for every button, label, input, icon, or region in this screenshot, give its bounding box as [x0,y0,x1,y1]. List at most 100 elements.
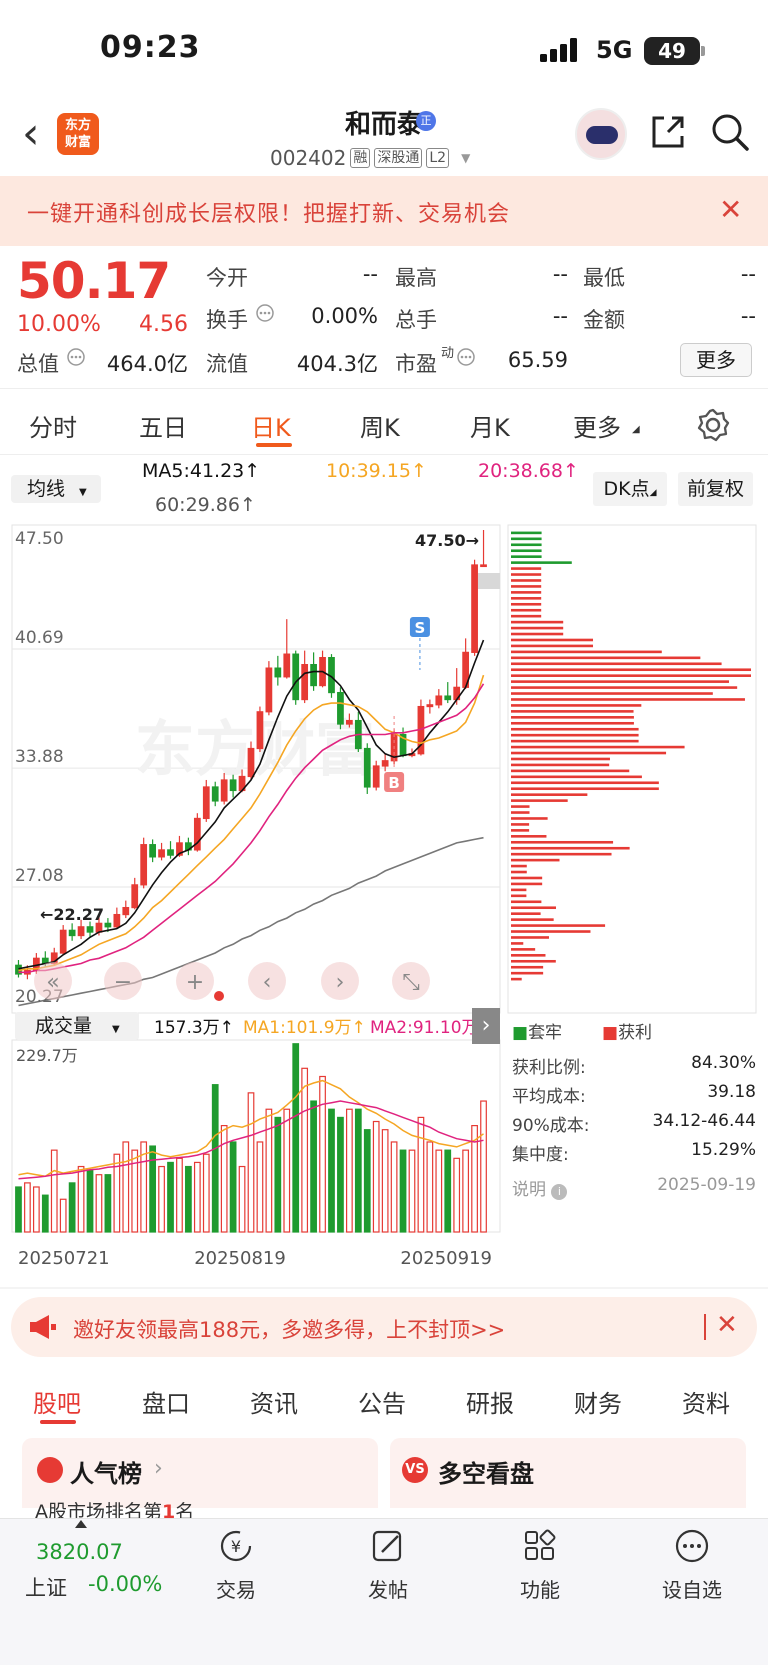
ma20-value: 20:38.68 [478,460,563,482]
nav-trade[interactable]: ¥ 交易 [186,1528,286,1603]
back-arrow-icon[interactable]: ‹ [22,108,40,159]
caret-up-icon[interactable] [75,1520,87,1528]
nav-post[interactable]: 发帖 [338,1528,438,1603]
volume-bar [59,1198,67,1233]
volume-bar [32,1186,40,1233]
volume-bar [354,1108,362,1233]
volume-bar [292,1043,300,1233]
close-icon[interactable]: ✕ [716,1310,738,1340]
volume-bar [158,1165,165,1233]
tab-profile[interactable]: 资料 [682,1390,730,1418]
info-dots-icon[interactable] [457,348,475,366]
chip-bar [511,858,560,862]
chevron-right-icon[interactable]: › [154,1456,163,1481]
search-icon[interactable] [710,112,750,152]
promo-text[interactable]: 一键开通科创成长层权限！把握打新、交易机会 [27,202,511,227]
volume-bar [301,1067,309,1233]
volume-max-label: 229.7万 [16,1046,78,1065]
chip-bar [511,727,639,731]
legend-trapped: ■套牢 [512,1018,562,1043]
chip-bar [511,829,530,832]
fullscreen-icon[interactable]: ⤡ [392,962,430,1000]
index-name[interactable]: 上证 [25,1576,67,1600]
chip-bar [511,632,564,636]
info-dots-icon[interactable] [256,304,274,322]
tab-intraday[interactable]: 分时 [29,414,77,442]
promo-banner[interactable] [0,176,768,246]
chip-bar [511,608,542,612]
candle-body-fill [346,720,353,725]
logo-line-2: 财富 [64,135,91,150]
tab-news[interactable]: 资讯 [250,1390,298,1418]
volume-bar [140,1141,148,1233]
chart-bars-icon [37,1457,63,1483]
chip-bar [511,638,594,642]
chip-stat-value: 15.29% [691,1140,756,1160]
gear-icon[interactable] [695,407,731,443]
rewind-icon[interactable]: « [34,962,72,1000]
chevron-left-icon[interactable]: ‹ [248,962,286,1000]
tab-pankou[interactable]: 盘口 [142,1390,190,1418]
chip-bar [511,882,543,886]
ma20-line [18,683,485,974]
chip-panel-frame [507,524,757,1014]
ma10-value: 10:39.15 [326,460,411,482]
date-axis-label: 20250819 [194,1248,286,1269]
tab-day-k[interactable]: 日K [251,414,291,442]
tab-more[interactable]: 更多 [573,414,621,442]
info-dots-icon[interactable] [67,348,85,366]
chip-bar [511,656,701,660]
index-value[interactable]: 3820.07 [36,1540,123,1564]
zoom-in-icon[interactable]: + [176,962,214,1000]
stock-sub-row[interactable]: 002402 融 深股通 L2 ▼ [270,146,470,170]
more-button[interactable]: 更多 [680,343,752,377]
invite-banner[interactable] [11,1297,757,1357]
legend-trapped-swatch: ■ [512,1023,529,1043]
kline-chart[interactable]: 东方财富 47.5040.6933.8827.0820.2747.50→←22.… [0,520,768,1270]
chip-bar [511,971,544,975]
nav-add-watchlist[interactable]: 设自选 [642,1528,742,1603]
quote-label: 流值 [206,352,248,376]
nav-functions[interactable]: 功能 [490,1528,590,1603]
volume-bar [247,1092,255,1233]
sell-signal-label: S [415,619,426,637]
volume-bar [408,1149,416,1233]
share-icon[interactable] [648,112,688,152]
chevron-down-icon[interactable]: ▼ [461,151,471,165]
index-change[interactable]: -0.00% [88,1572,163,1596]
ma-select[interactable]: 均线 ▼ [11,475,101,503]
volume-bar [149,1145,156,1233]
chevron-right-icon[interactable]: › [321,962,359,1000]
candle-body [68,929,76,937]
chevron-right-icon[interactable]: › [472,1008,500,1044]
long-short-card[interactable] [390,1438,746,1508]
tab-research[interactable]: 研报 [466,1390,514,1418]
zoom-out-icon[interactable]: − [104,962,142,1000]
invite-text[interactable]: 邀好友领最高188元，多邀多得，上不封顶>> [73,1318,506,1342]
long-short-title[interactable]: 多空看盘 [438,1460,534,1488]
vs-icon: VS [402,1457,428,1483]
chip-bar [511,698,745,701]
chip-bar [511,579,542,582]
candle-body-fill [221,779,227,801]
megaphone-icon [30,1315,56,1339]
tab-guba[interactable]: 股吧 [33,1390,81,1418]
tab-announcements[interactable]: 公告 [358,1390,406,1418]
popularity-card[interactable] [22,1438,378,1508]
close-icon[interactable]: ✕ [719,193,743,226]
chevron-left-icon-glyph: ‹ [263,970,272,995]
adjust-button[interactable]: 前复权 [678,472,753,506]
chip-stat-label: 90%成本: [512,1116,590,1136]
popularity-title[interactable]: 人气榜 [70,1460,142,1488]
chip-bar [511,918,554,921]
indicator-select[interactable]: 成交量 ▼ [15,1012,139,1040]
dk-point-button[interactable]: DK点◢ [593,472,667,506]
tab-finance[interactable]: 财务 [574,1390,622,1418]
chip-bar [511,894,527,898]
chip-note[interactable]: 说明 i [512,1175,568,1200]
app-logo[interactable]: 东方 财富 [57,113,99,155]
tab-five-day[interactable]: 五日 [139,414,187,442]
tab-week-k[interactable]: 周K [360,414,400,442]
tab-month-k[interactable]: 月K [470,414,510,442]
quote-value: -- [552,304,568,328]
